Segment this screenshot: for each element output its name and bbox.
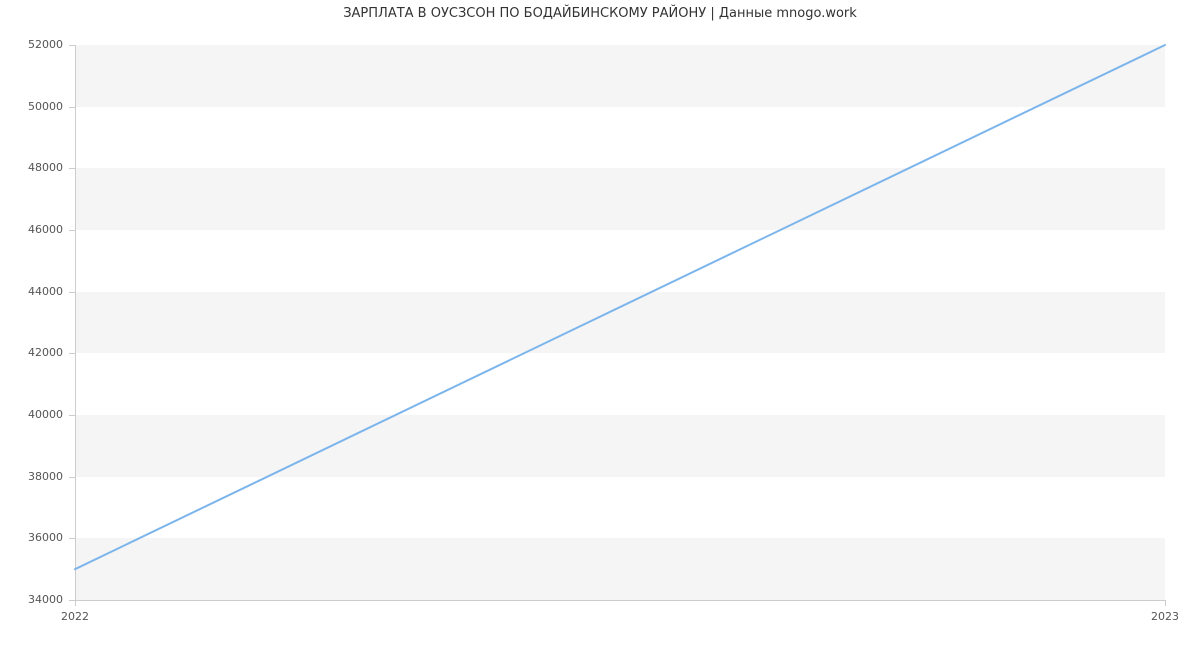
y-tick-label: 44000 bbox=[0, 285, 63, 298]
y-tick-label: 52000 bbox=[0, 38, 63, 51]
y-tick-label: 46000 bbox=[0, 223, 63, 236]
salary-chart: ЗАРПЛАТА В ОУСЗСОН ПО БОДАЙБИНСКОМУ РАЙО… bbox=[0, 0, 1200, 650]
series-layer bbox=[75, 45, 1165, 600]
x-tick bbox=[75, 600, 76, 606]
y-tick-label: 36000 bbox=[0, 531, 63, 544]
y-tick-label: 48000 bbox=[0, 161, 63, 174]
x-tick-label: 2023 bbox=[1151, 610, 1179, 623]
y-tick-label: 40000 bbox=[0, 408, 63, 421]
x-tick-label: 2022 bbox=[61, 610, 89, 623]
y-tick-label: 42000 bbox=[0, 346, 63, 359]
y-tick-label: 50000 bbox=[0, 100, 63, 113]
y-tick-label: 34000 bbox=[0, 593, 63, 606]
x-tick bbox=[1165, 600, 1166, 606]
plot-area: 3400036000380004000042000440004600048000… bbox=[75, 45, 1165, 600]
chart-title: ЗАРПЛАТА В ОУСЗСОН ПО БОДАЙБИНСКОМУ РАЙО… bbox=[0, 6, 1200, 21]
series-line-salary bbox=[75, 45, 1165, 569]
y-tick-label: 38000 bbox=[0, 470, 63, 483]
x-axis-line bbox=[75, 600, 1165, 601]
